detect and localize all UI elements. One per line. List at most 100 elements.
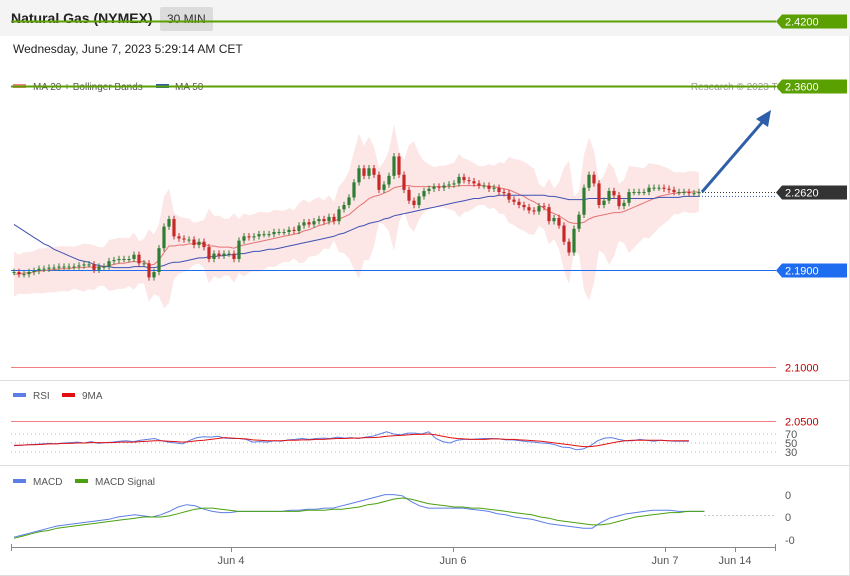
candle — [472, 178, 476, 187]
level-value: 2.1900 — [785, 266, 819, 278]
candle — [37, 265, 41, 275]
candle — [662, 184, 666, 193]
candle — [597, 180, 601, 209]
candle — [567, 238, 571, 256]
macd-line — [13, 494, 705, 538]
candle — [482, 182, 486, 189]
candle — [42, 265, 46, 272]
bollinger-band-layer — [14, 124, 699, 309]
candle — [67, 263, 71, 270]
candle — [107, 257, 111, 270]
candle — [392, 153, 396, 180]
candle — [382, 181, 386, 194]
candle — [227, 250, 231, 257]
candle — [557, 214, 561, 229]
level-tag-2.4200: 2.4200 — [776, 14, 847, 29]
candle — [187, 236, 191, 243]
candle — [92, 261, 96, 274]
candle — [232, 250, 236, 263]
candle — [692, 189, 696, 197]
candle — [327, 213, 331, 225]
macd-legend: MACD MACD Signal — [13, 477, 155, 488]
candle — [312, 217, 316, 228]
candle — [147, 260, 151, 281]
candle — [517, 198, 521, 209]
candle — [207, 243, 211, 263]
candle — [137, 251, 141, 267]
candle — [537, 202, 541, 215]
timestamp: Wednesday, June 7, 2023 5:29:14 AM CET — [13, 42, 243, 56]
candle — [477, 180, 481, 189]
forecast-arrow-head — [756, 110, 771, 127]
candle — [502, 188, 506, 197]
candle — [442, 182, 446, 191]
candle — [672, 186, 676, 196]
time-tick-label: Jun 4 — [218, 555, 245, 567]
candle — [97, 263, 101, 274]
candle — [72, 263, 76, 270]
candle — [177, 233, 181, 242]
candle — [432, 183, 436, 193]
bollinger-band — [14, 124, 699, 309]
candle — [292, 226, 296, 235]
candle — [372, 165, 376, 178]
candle — [657, 184, 661, 191]
candle — [357, 165, 361, 186]
level-value: 2.3600 — [785, 82, 819, 94]
ma20-line — [14, 185, 699, 275]
candle — [547, 203, 551, 225]
candle — [112, 256, 116, 265]
candle — [52, 264, 56, 271]
legend-swatch-rsi-ma — [62, 393, 75, 397]
macd-tick: 0 — [785, 512, 791, 524]
candle — [467, 176, 471, 185]
level-tag-2.2620: 2.2620 — [776, 185, 847, 200]
candle — [277, 228, 281, 236]
candle — [167, 215, 171, 230]
candle — [162, 223, 166, 252]
candle — [332, 213, 336, 225]
candle — [652, 184, 656, 191]
candle — [602, 197, 606, 209]
candle — [512, 196, 516, 205]
candle — [197, 238, 201, 249]
price-levels-layer — [11, 20, 776, 422]
candle — [17, 268, 21, 278]
candle — [427, 185, 431, 195]
candle — [687, 188, 691, 197]
candle — [497, 184, 501, 196]
rsi-tick: 50 — [785, 438, 797, 450]
level-value: 2.1000 — [785, 363, 819, 375]
legend-label-macd: MACD — [33, 477, 62, 488]
candle — [27, 268, 31, 278]
candle — [22, 270, 26, 278]
candle — [77, 262, 81, 270]
candle — [337, 206, 341, 225]
candle — [422, 187, 426, 200]
candle — [522, 201, 526, 211]
candle — [462, 173, 466, 184]
candle — [572, 225, 576, 256]
candle — [307, 219, 311, 228]
legend-swatch-rsi — [13, 393, 26, 397]
candle — [267, 230, 271, 238]
candle — [437, 183, 441, 191]
candle — [342, 201, 346, 213]
candle — [637, 188, 641, 196]
candle — [387, 172, 391, 188]
candle — [127, 255, 131, 263]
candle — [32, 267, 36, 276]
candle — [447, 181, 451, 189]
level-tag-bg — [776, 263, 847, 278]
candle — [57, 263, 61, 271]
candle — [257, 230, 261, 240]
candle — [362, 165, 366, 180]
level-tag-2.0500: 2.0500 — [785, 417, 819, 429]
candle — [407, 186, 411, 204]
macd-tick: 0 — [785, 490, 791, 502]
candle — [682, 188, 686, 196]
candle — [262, 230, 266, 238]
candle — [647, 184, 651, 196]
